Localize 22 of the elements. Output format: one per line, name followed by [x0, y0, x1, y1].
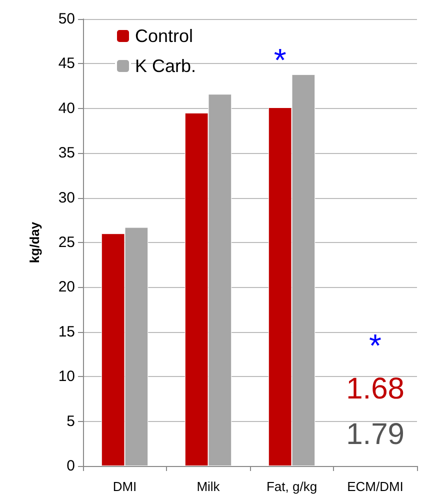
y-tick-label: 0 [66, 458, 75, 474]
y-tick-label: 45 [58, 55, 75, 72]
x-tick-label: DMI [112, 479, 137, 494]
y-tick-label: 30 [58, 189, 75, 206]
y-tick-label: 20 [58, 278, 75, 296]
y-tick-label: 25 [58, 234, 75, 251]
annotation: 1.79 [346, 418, 404, 452]
y-tick-label: 40 [58, 100, 75, 117]
y-tick-label: 50 [58, 10, 75, 28]
x-tick-label: ECM/DMI [347, 479, 404, 494]
legend-label: Control [135, 26, 194, 46]
x-tick-label: Milk [196, 479, 220, 494]
y-tick-label: 10 [58, 368, 75, 386]
y-tick-label: 15 [58, 323, 75, 340]
x-tick-label: Fat, g/kg [266, 479, 318, 494]
y-tick-label: 5 [66, 412, 75, 430]
legend-label: K Carb. [135, 56, 196, 76]
annotation: 1.68 [346, 372, 404, 406]
annotation: * [369, 327, 382, 364]
annotation: * [274, 42, 286, 78]
y-axis-title: kg/day [27, 221, 42, 264]
y-tick-label: 35 [58, 144, 75, 162]
